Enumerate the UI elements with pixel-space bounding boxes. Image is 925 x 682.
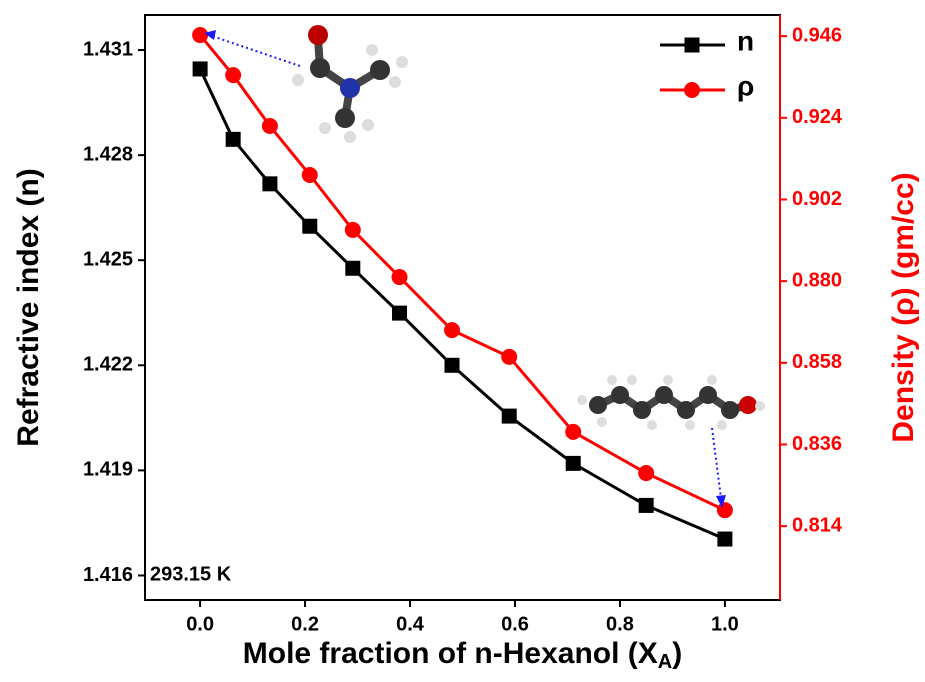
x-tick-label: 0.4 bbox=[396, 613, 425, 635]
marker bbox=[345, 261, 360, 276]
marker bbox=[192, 27, 208, 43]
y2-tick-label: 0.924 bbox=[792, 106, 843, 128]
marker bbox=[302, 219, 317, 234]
x-axis-label-part: Mole fraction of n-Hexanol (X bbox=[243, 637, 658, 670]
y2-tick-label: 0.902 bbox=[792, 188, 842, 210]
x-axis-label: Mole fraction of n-Hexanol (XA) bbox=[243, 637, 682, 673]
series-line bbox=[200, 35, 725, 510]
marker bbox=[717, 502, 733, 518]
y-tick-label: 1.431 bbox=[83, 38, 133, 60]
marker bbox=[501, 349, 517, 365]
plot-layer: 0.0 0.2 0.4 0.6 0.8 1.0 1.416 1.419 1.422 1.425 1.… bbox=[12, 15, 920, 673]
marker bbox=[345, 222, 361, 238]
hexanol-molecule bbox=[577, 375, 765, 508]
marker bbox=[392, 306, 407, 321]
marker bbox=[226, 132, 241, 147]
y-tick-label: 1.416 bbox=[83, 564, 133, 586]
legend-marker bbox=[684, 82, 700, 98]
y-tick-label: 1.419 bbox=[83, 459, 133, 481]
y-tick-label: 1.422 bbox=[83, 354, 133, 376]
y2-axis-label: Density (ρ) (gm/cc) bbox=[887, 172, 920, 442]
y-axis-label: Refractive index (n) bbox=[12, 168, 45, 446]
marker bbox=[302, 167, 318, 183]
y2-tick-label: 0.880 bbox=[792, 269, 842, 291]
marker bbox=[502, 409, 517, 424]
marker bbox=[717, 532, 732, 547]
y-tick-label: 1.428 bbox=[83, 143, 133, 165]
marker bbox=[193, 61, 208, 76]
x-axis-label-part: A bbox=[658, 651, 672, 673]
y2-tick-label: 0.858 bbox=[792, 351, 842, 373]
legend-marker bbox=[685, 38, 700, 53]
x-tick-label: 0.2 bbox=[291, 613, 319, 635]
legend-label: ρ bbox=[737, 70, 754, 101]
y2-tick-label: 0.836 bbox=[792, 433, 842, 455]
x-tick-label: 0.0 bbox=[186, 613, 214, 635]
y2-tick-label: 0.946 bbox=[792, 24, 842, 46]
plot-frame bbox=[145, 15, 780, 600]
marker bbox=[225, 67, 241, 83]
legend-label: n bbox=[737, 25, 754, 56]
marker bbox=[638, 465, 654, 481]
x-tick-label: 1.0 bbox=[711, 613, 739, 635]
dmf-molecule bbox=[204, 25, 408, 143]
y2-tick-label: 0.814 bbox=[792, 514, 843, 536]
y-tick-label: 1.425 bbox=[83, 248, 133, 270]
marker bbox=[445, 358, 460, 373]
x-tick-label: 0.6 bbox=[501, 613, 529, 635]
x-axis-label-part: ) bbox=[672, 637, 682, 670]
annotation: 293.15 K bbox=[150, 563, 232, 585]
marker bbox=[262, 176, 277, 191]
marker bbox=[262, 118, 278, 134]
marker bbox=[444, 322, 460, 338]
marker bbox=[566, 456, 581, 471]
x-tick-label: 0.8 bbox=[606, 613, 634, 635]
marker bbox=[565, 424, 581, 440]
marker bbox=[392, 269, 408, 285]
marker bbox=[639, 498, 654, 513]
chart: 0.0 0.2 0.4 0.6 0.8 1.0 1.416 1.419 1.422 1.425 1.… bbox=[0, 0, 925, 677]
